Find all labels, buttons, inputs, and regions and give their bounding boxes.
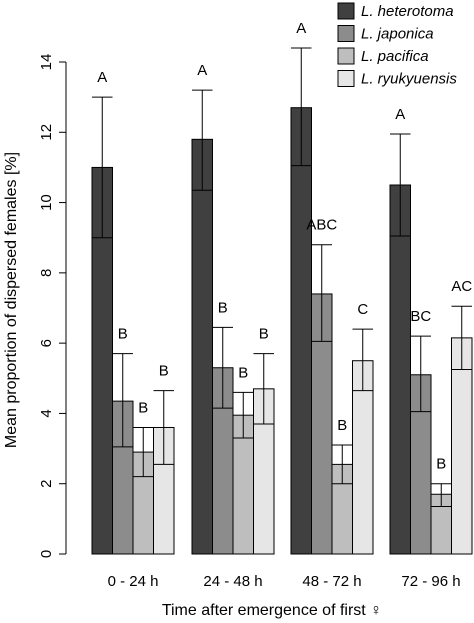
legend-label: L. ryukyuensis <box>361 71 457 88</box>
bar <box>451 337 473 555</box>
y-tick-label: 8 <box>38 269 55 277</box>
x-tick-label: 24 - 48 h <box>203 573 262 590</box>
legend-swatch <box>337 25 355 42</box>
y-tick-label: 6 <box>38 339 55 347</box>
y-tick-label: 10 <box>38 194 55 211</box>
y-tick-label: 4 <box>38 409 55 417</box>
error-bars-layer <box>92 47 472 508</box>
y-tick-label: 0 <box>38 550 55 558</box>
bar <box>389 184 411 555</box>
x-axis-title: Time after emergence of first ♀ <box>162 602 382 619</box>
significance-letter: B <box>337 417 347 434</box>
bars-layer <box>91 107 473 555</box>
significance-letter: B <box>138 399 148 416</box>
y-axis: 0 2 4 6 8 10 12 14 <box>38 54 67 558</box>
legend-swatch <box>337 2 355 20</box>
significance-letter: B <box>238 364 248 381</box>
x-tick-label: 0 - 24 h <box>108 573 159 590</box>
y-axis-title: Mean proportion of dispersed females [%] <box>3 152 20 448</box>
significance-letter: B <box>118 326 128 343</box>
significance-letter: C <box>357 301 368 318</box>
x-axis: 0 - 24 h 24 - 48 h 48 - 72 h 72 - 96 h <box>108 573 461 590</box>
y-tick-label: 2 <box>38 480 55 488</box>
bar <box>191 138 213 555</box>
significance-letter: A <box>395 106 405 123</box>
significance-letter: B <box>259 326 269 343</box>
legend-label: L. japonica <box>361 26 434 43</box>
legend-label: L. pacifica <box>361 48 429 65</box>
legend: L. heterotoma L. japonica L. pacifica L. ry… <box>337 2 457 88</box>
x-tick-label: 72 - 96 h <box>401 573 460 590</box>
significance-letter: B <box>159 363 169 380</box>
legend-label: L. heterotoma <box>361 3 454 20</box>
significance-letter: BC <box>410 308 431 325</box>
significance-letter: AC <box>451 278 472 295</box>
significance-letter: B <box>436 456 446 473</box>
significance-letter: ABC <box>306 217 337 234</box>
bar <box>290 107 312 555</box>
significance-letter: A <box>197 62 207 79</box>
y-tick-label: 14 <box>38 54 55 71</box>
significance-letter: B <box>218 299 228 316</box>
legend-swatch <box>337 70 355 87</box>
y-tick-label: 12 <box>38 124 55 141</box>
legend-swatch <box>337 47 355 65</box>
significance-letter: A <box>296 20 306 37</box>
x-tick-label: 48 - 72 h <box>302 573 361 590</box>
significance-letter: A <box>97 69 107 86</box>
